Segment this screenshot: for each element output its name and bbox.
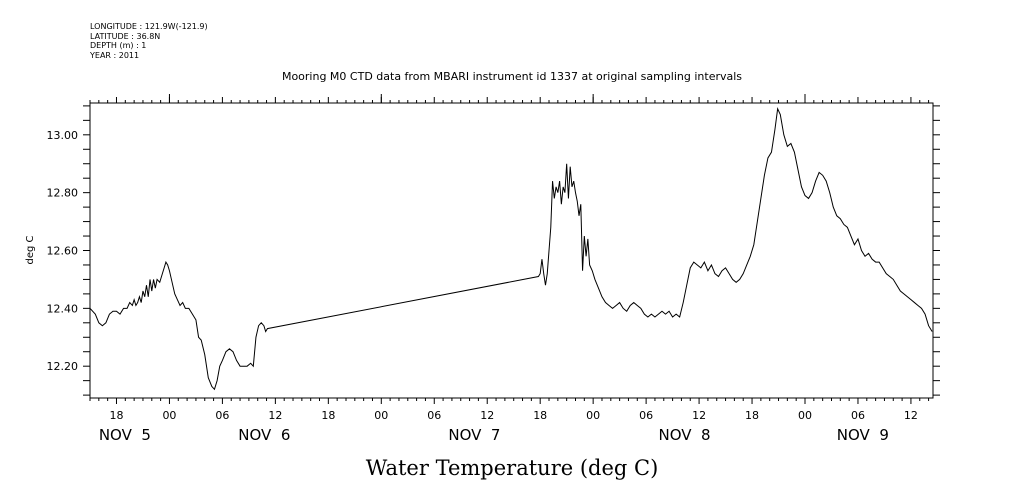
longitude-label: LONGITUDE : 121.9W(-121.9)	[90, 22, 208, 31]
x-tick-label: 06	[639, 409, 653, 422]
latitude-label: LATITUDE : 36.8N	[90, 31, 161, 41]
day-label: NOV 7	[448, 426, 500, 444]
y-tick-label: 13.00	[47, 129, 79, 142]
x-tick-label: 12	[480, 409, 494, 422]
x-tick-label: 00	[798, 409, 812, 422]
y-axis-label: deg C	[25, 235, 36, 264]
series-line	[89, 106, 933, 391]
year-label: YEAR : 2011	[90, 50, 140, 60]
y-tick-label: 12.40	[47, 302, 79, 315]
axis-ticks	[83, 94, 940, 404]
x-tick-label: 18	[109, 409, 123, 422]
day-label: NOV 8	[658, 426, 710, 444]
x-tick-label: 00	[374, 409, 388, 422]
y-tick-labels: 12.20 12.40 12.60 12.80 13.00	[47, 129, 79, 373]
day-label: NOV 5	[99, 426, 151, 444]
x-tick-label: 12	[692, 409, 706, 422]
x-tick-label: 18	[533, 409, 547, 422]
x-tick-label: 12	[904, 409, 918, 422]
plot-frame	[89, 102, 934, 399]
day-label: NOV 6	[238, 426, 290, 444]
x-tick-label: 06	[851, 409, 865, 422]
y-tick-label: 12.80	[47, 187, 79, 200]
day-label: NOV 9	[837, 426, 889, 444]
x-tick-label: 12	[268, 409, 282, 422]
x-axis-label: Water Temperature (deg C)	[366, 456, 659, 480]
x-tick-labels: 18 00 06 12 18 00 06 12 18 00 06 12 18 00 06 12	[109, 409, 917, 422]
day-labels: NOV 5 NOV 6 NOV 7 NOV 8 NOV 9	[99, 426, 889, 444]
depth-label: DEPTH (m) : 1	[90, 41, 147, 50]
x-tick-label: 18	[321, 409, 335, 422]
chart-title: Mooring M0 CTD data from MBARI instrumen…	[282, 70, 742, 83]
x-tick-label: 06	[427, 409, 441, 422]
x-tick-label: 00	[162, 409, 176, 422]
y-tick-label: 12.20	[47, 360, 79, 373]
x-tick-label: 00	[586, 409, 600, 422]
y-tick-label: 12.60	[47, 245, 79, 258]
x-tick-label: 06	[215, 409, 229, 422]
metadata-block: LONGITUDE : 121.9W(-121.9) LATITUDE : 36…	[90, 22, 208, 60]
x-tick-label: 18	[745, 409, 759, 422]
